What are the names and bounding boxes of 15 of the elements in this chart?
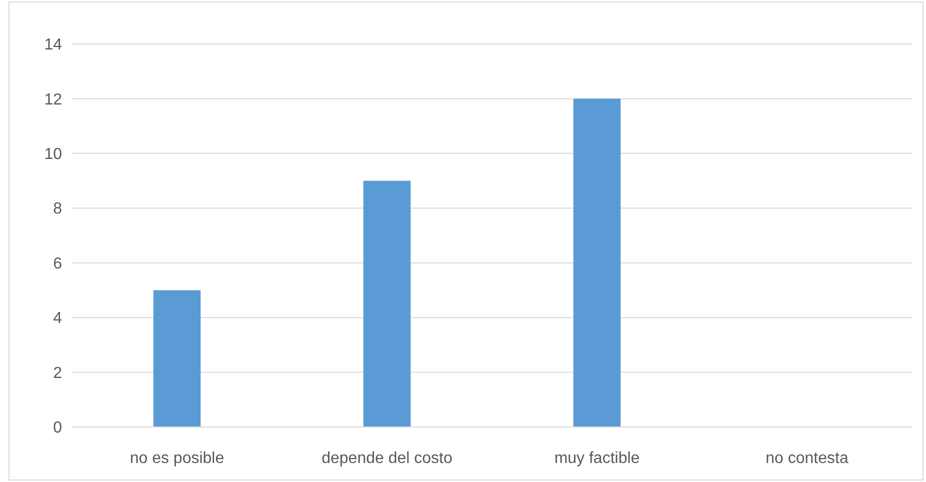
y-tick-label: 14 — [44, 36, 62, 54]
y-tick-label: 6 — [53, 255, 62, 272]
x-tick-label: no contesta — [766, 450, 848, 467]
x-tick-label: no es posible — [130, 450, 224, 467]
bar — [573, 98, 621, 427]
x-tick-label: depende del costo — [322, 450, 452, 467]
y-tick-label: 10 — [44, 146, 62, 164]
bar — [363, 180, 411, 427]
y-tick-label: 2 — [53, 364, 62, 382]
y-tick-label: 8 — [53, 200, 62, 218]
y-tick-label: 0 — [53, 420, 62, 437]
x-tick-label: muy factible — [554, 450, 640, 467]
bar — [153, 290, 201, 427]
y-tick-label: 12 — [44, 91, 62, 108]
y-tick-label: 4 — [53, 310, 62, 328]
